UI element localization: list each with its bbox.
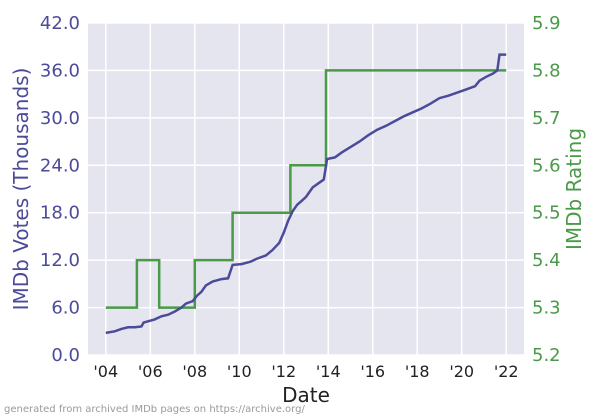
right-tick-label: 5.8: [532, 60, 561, 81]
left-tick-label: 36.0: [40, 60, 80, 81]
left-axis-label: IMDb Votes (Thousands): [9, 68, 33, 311]
plot-background: [88, 23, 524, 355]
grid-x: [105, 23, 507, 355]
left-tick-label: 6.0: [51, 298, 80, 319]
left-tick-label: 12.0: [40, 250, 80, 271]
x-tick-label: '12: [271, 362, 296, 381]
right-tick-label: 5.9: [532, 13, 561, 34]
x-tick-label: '08: [182, 362, 207, 381]
right-tick-label: 5.3: [532, 298, 561, 319]
right-tick-label: 5.7: [532, 108, 561, 129]
right-axis-label: IMDb Rating: [562, 128, 586, 250]
right-tick-label: 5.6: [532, 155, 561, 176]
x-tick-label: '18: [405, 362, 430, 381]
left-tick-label: 0.0: [51, 345, 80, 366]
right-tick-label: 5.2: [532, 345, 561, 366]
votes-line: [105, 53, 507, 335]
left-tick-label: 30.0: [40, 108, 80, 129]
x-tick-label: '14: [316, 362, 341, 381]
footer-note: generated from archived IMDb pages on ht…: [4, 404, 305, 415]
x-tick-label: '22: [494, 362, 519, 381]
x-tick-label: '06: [138, 362, 163, 381]
x-tick-labels: '04 '06 '08 '10 '12 '14 '16 '18 '20 '22: [93, 362, 518, 381]
x-tick-label: '10: [227, 362, 252, 381]
rating-line: [105, 69, 507, 309]
right-tick-label: 5.4: [532, 250, 561, 271]
left-tick-label: 42.0: [40, 13, 80, 34]
left-tick-labels: 0.0 6.0 12.0 18.0 24.0 30.0 36.0 42.0: [40, 13, 80, 366]
right-tick-label: 5.5: [532, 203, 561, 224]
x-axis-label: Date: [282, 383, 330, 407]
x-tick-label: '20: [449, 362, 474, 381]
x-tick-label: '04: [93, 362, 118, 381]
left-tick-label: 24.0: [40, 155, 80, 176]
left-tick-label: 18.0: [40, 203, 80, 224]
x-tick-label: '16: [360, 362, 385, 381]
right-tick-labels: 5.2 5.3 5.4 5.5 5.6 5.7 5.8 5.9: [532, 13, 561, 366]
